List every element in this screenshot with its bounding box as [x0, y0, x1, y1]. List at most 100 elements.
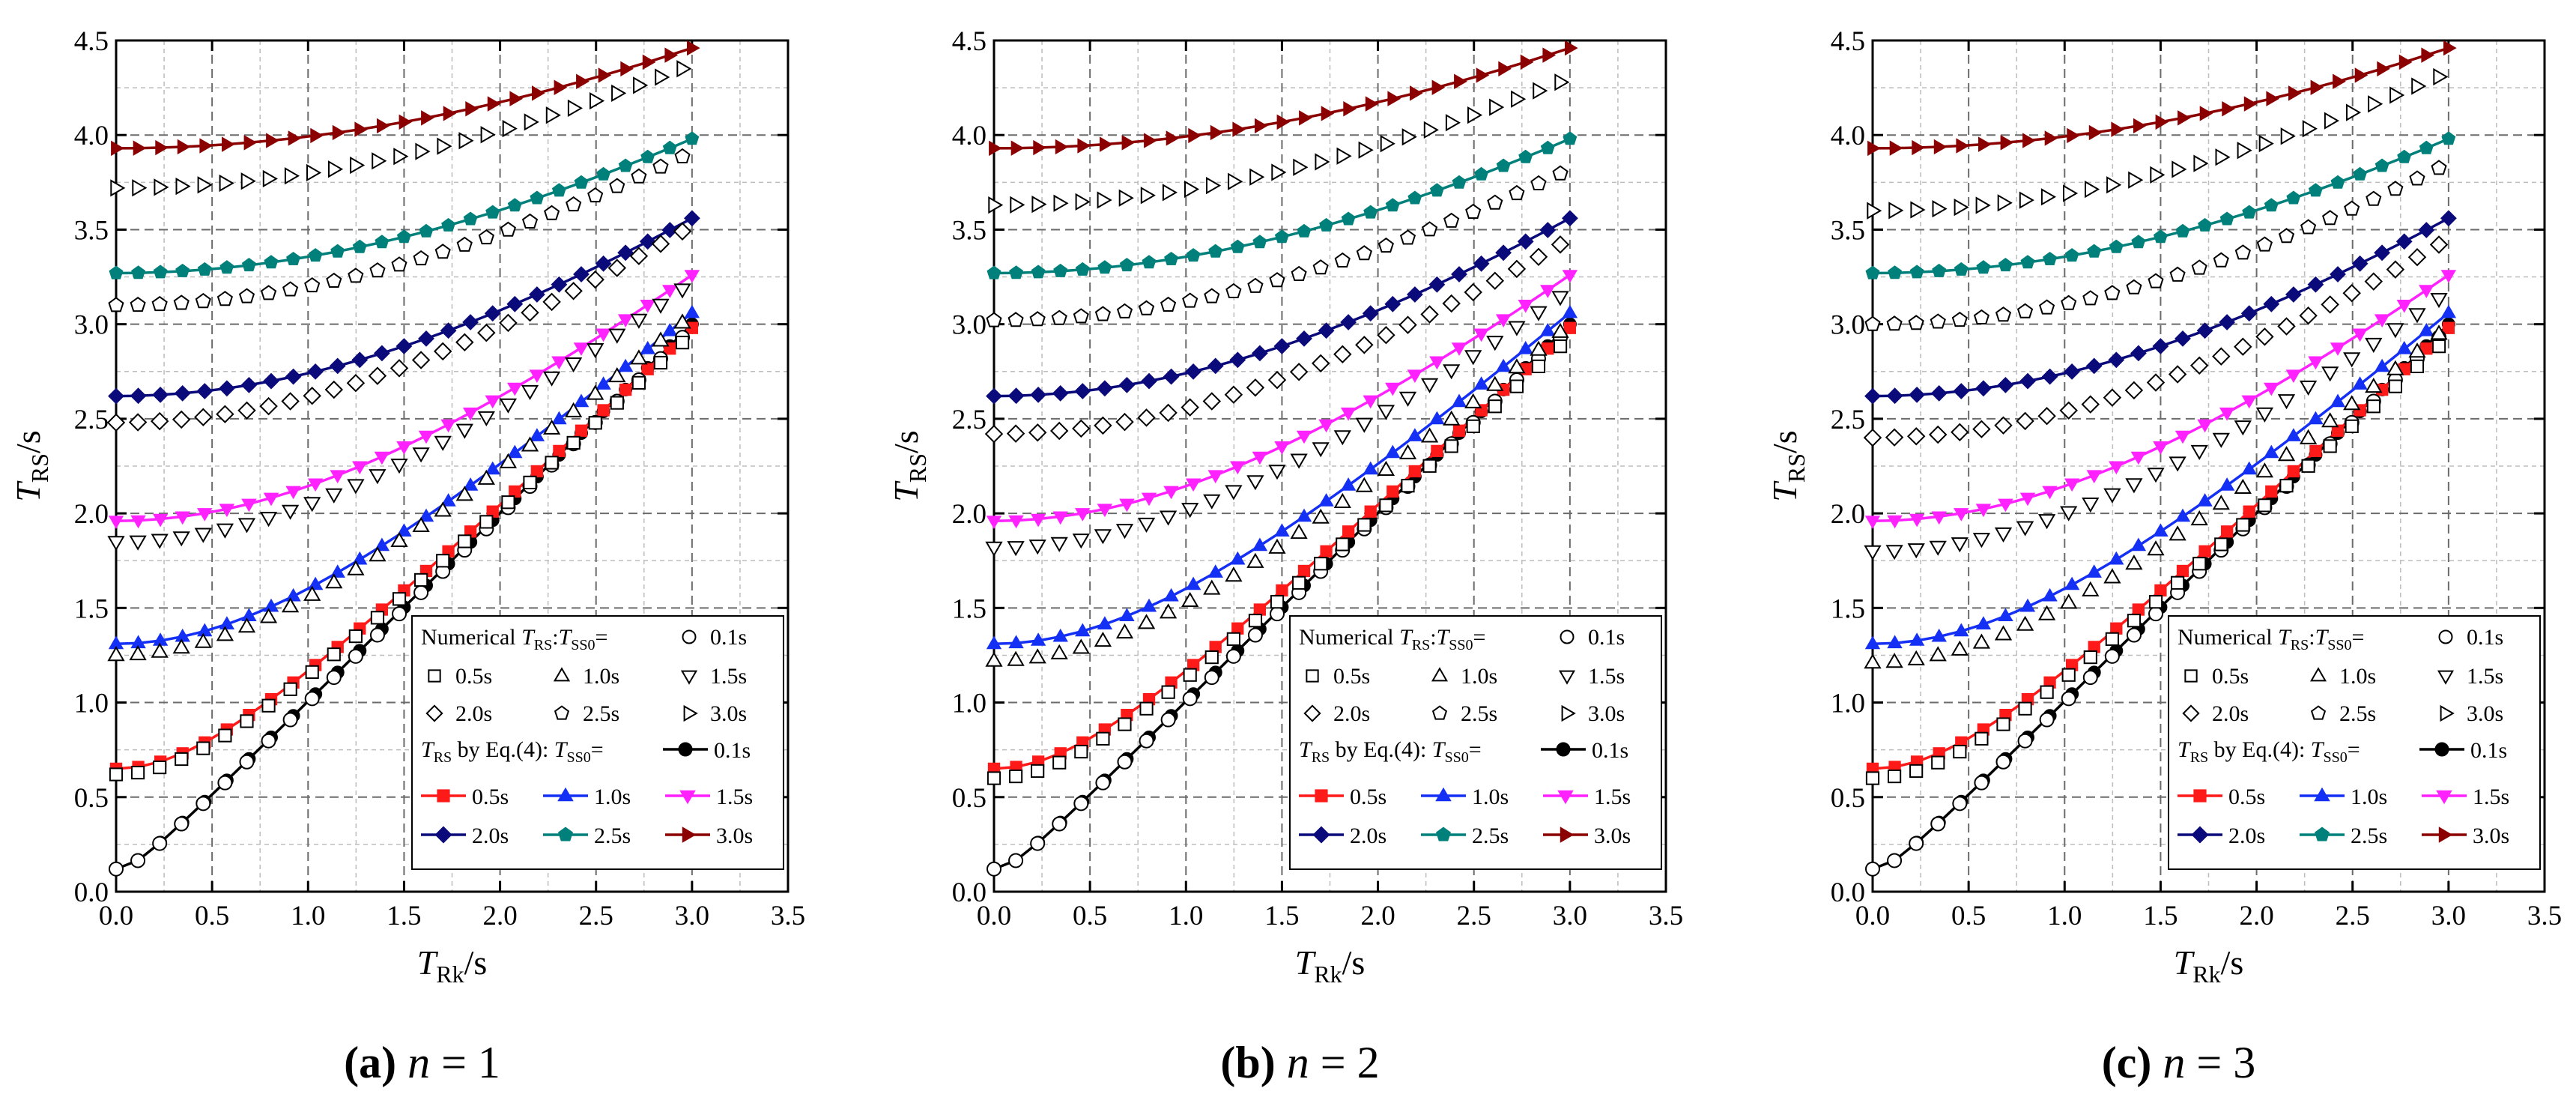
data-point: [477, 323, 496, 342]
data-point: [1097, 260, 1112, 274]
legend-label: 3.0s: [710, 701, 747, 726]
data-point: [1204, 670, 1219, 686]
data-point: [1410, 85, 1423, 101]
data-point: [1181, 591, 1199, 607]
data-point: [1912, 139, 1925, 156]
data-point: [2037, 514, 2056, 530]
data-point: [1431, 444, 1443, 458]
data-point: [2234, 420, 2252, 436]
data-point: [130, 765, 145, 780]
data-point: [281, 597, 300, 613]
data-point: [375, 235, 390, 249]
data-point: [1246, 378, 1265, 397]
data-point: [1511, 90, 1527, 108]
data-point: [1951, 640, 1969, 656]
legend-marker: [1306, 669, 1319, 683]
data-point: [1998, 498, 2013, 513]
data-point: [2111, 121, 2125, 137]
data-point: [1230, 239, 1245, 253]
data-point: [1975, 504, 1992, 518]
data-point: [1137, 614, 1156, 629]
data-point: [2044, 130, 2058, 146]
data-point: [1029, 311, 1046, 327]
data-point: [1248, 614, 1263, 628]
data-point: [2199, 106, 2213, 121]
data-point: [487, 96, 501, 112]
data-point: [1185, 363, 1202, 380]
data-point: [2430, 324, 2448, 340]
data-point: [2398, 54, 2413, 70]
data-point: [413, 250, 429, 266]
data-point: [1445, 114, 1461, 132]
data-point: [1246, 552, 1264, 568]
data-point: [2108, 351, 2125, 369]
data-point: [241, 608, 257, 621]
data-point: [2126, 279, 2142, 294]
data-point: [216, 291, 233, 306]
data-point: [1552, 165, 1569, 181]
x-tick-label: 1.0: [291, 901, 325, 931]
data-point: [1507, 259, 1527, 279]
data-point: [240, 376, 258, 393]
data-point: [175, 177, 191, 196]
data-point: [2146, 373, 2166, 392]
data-point: [285, 368, 302, 385]
data-point: [1321, 106, 1335, 121]
data-point: [303, 585, 321, 601]
data-point: [1297, 564, 1311, 578]
data-point: [1553, 339, 1568, 354]
data-point: [986, 635, 1002, 650]
data-point: [1336, 537, 1350, 552]
data-point: [1909, 835, 1924, 851]
legend-marker: [2191, 826, 2209, 844]
data-point: [1495, 314, 1512, 328]
data-point: [1976, 260, 1991, 274]
data-point: [985, 651, 1003, 667]
data-point: [573, 342, 590, 356]
data-point: [1909, 386, 1926, 403]
data-point: [1225, 282, 1242, 298]
data-point: [551, 356, 567, 370]
data-point: [1562, 270, 1578, 283]
data-point: [617, 314, 634, 328]
data-point: [1887, 635, 1903, 649]
data-point: [1312, 442, 1330, 458]
data-point: [598, 67, 612, 83]
data-point: [1097, 191, 1112, 209]
data-point: [151, 295, 168, 312]
data-point: [1163, 368, 1180, 385]
data-point: [1028, 648, 1046, 664]
data-point: [1050, 537, 1068, 552]
data-point: [565, 357, 583, 373]
series-numerical-1-5s: [107, 283, 691, 552]
legend-label: 2.5s: [1461, 701, 1497, 726]
data-point: [1995, 306, 2012, 322]
data-point: [1072, 534, 1090, 549]
data-point: [1094, 306, 1111, 321]
data-point: [1121, 135, 1136, 151]
data-point: [1007, 650, 1025, 666]
data-point: [499, 453, 518, 468]
data-point: [1183, 668, 1197, 682]
data-point: [1333, 430, 1351, 446]
data-point: [521, 436, 539, 452]
data-point: [1097, 504, 1113, 518]
data-point: [458, 132, 474, 150]
data-point: [1203, 494, 1221, 510]
data-point: [1094, 632, 1112, 647]
data-point: [219, 260, 234, 274]
data-point: [2299, 380, 2318, 396]
data-point: [2019, 191, 2034, 209]
data-point: [240, 714, 254, 728]
data-point: [521, 213, 539, 229]
legend-label: 2.0s: [455, 701, 492, 726]
data-point: [434, 501, 452, 517]
data-point: [478, 229, 494, 245]
data-point: [1208, 244, 1223, 258]
data-point: [1270, 595, 1285, 609]
data-point: [259, 608, 278, 623]
data-point: [1268, 538, 1286, 554]
legend-label: 2.0s: [472, 824, 509, 848]
legend-label: 0.5s: [2212, 664, 2249, 689]
panel-caption: (c) n = 3: [2102, 1038, 2255, 1087]
